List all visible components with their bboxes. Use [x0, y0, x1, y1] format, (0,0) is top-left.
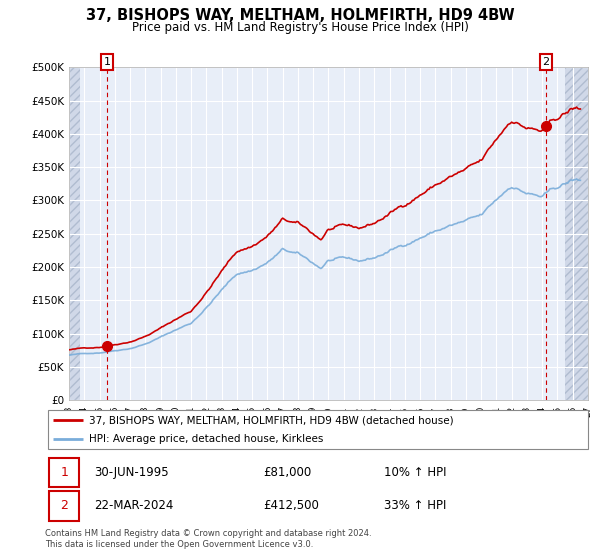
FancyBboxPatch shape [49, 491, 79, 521]
Text: 33% ↑ HPI: 33% ↑ HPI [383, 500, 446, 512]
Text: HPI: Average price, detached house, Kirklees: HPI: Average price, detached house, Kirk… [89, 435, 323, 445]
Text: 37, BISHOPS WAY, MELTHAM, HOLMFIRTH, HD9 4BW: 37, BISHOPS WAY, MELTHAM, HOLMFIRTH, HD9… [86, 8, 514, 24]
FancyBboxPatch shape [48, 410, 588, 449]
Text: 1: 1 [60, 466, 68, 479]
Text: Contains HM Land Registry data © Crown copyright and database right 2024.
This d: Contains HM Land Registry data © Crown c… [45, 529, 371, 549]
Text: Price paid vs. HM Land Registry's House Price Index (HPI): Price paid vs. HM Land Registry's House … [131, 21, 469, 34]
Text: 37, BISHOPS WAY, MELTHAM, HOLMFIRTH, HD9 4BW (detached house): 37, BISHOPS WAY, MELTHAM, HOLMFIRTH, HD9… [89, 415, 454, 425]
Text: 2: 2 [542, 57, 550, 67]
FancyBboxPatch shape [49, 458, 79, 487]
Text: 22-MAR-2024: 22-MAR-2024 [94, 500, 173, 512]
Text: £81,000: £81,000 [263, 466, 311, 479]
Text: 10% ↑ HPI: 10% ↑ HPI [383, 466, 446, 479]
Text: 30-JUN-1995: 30-JUN-1995 [94, 466, 169, 479]
Text: 2: 2 [60, 500, 68, 512]
Text: 1: 1 [104, 57, 110, 67]
Text: £412,500: £412,500 [263, 500, 319, 512]
